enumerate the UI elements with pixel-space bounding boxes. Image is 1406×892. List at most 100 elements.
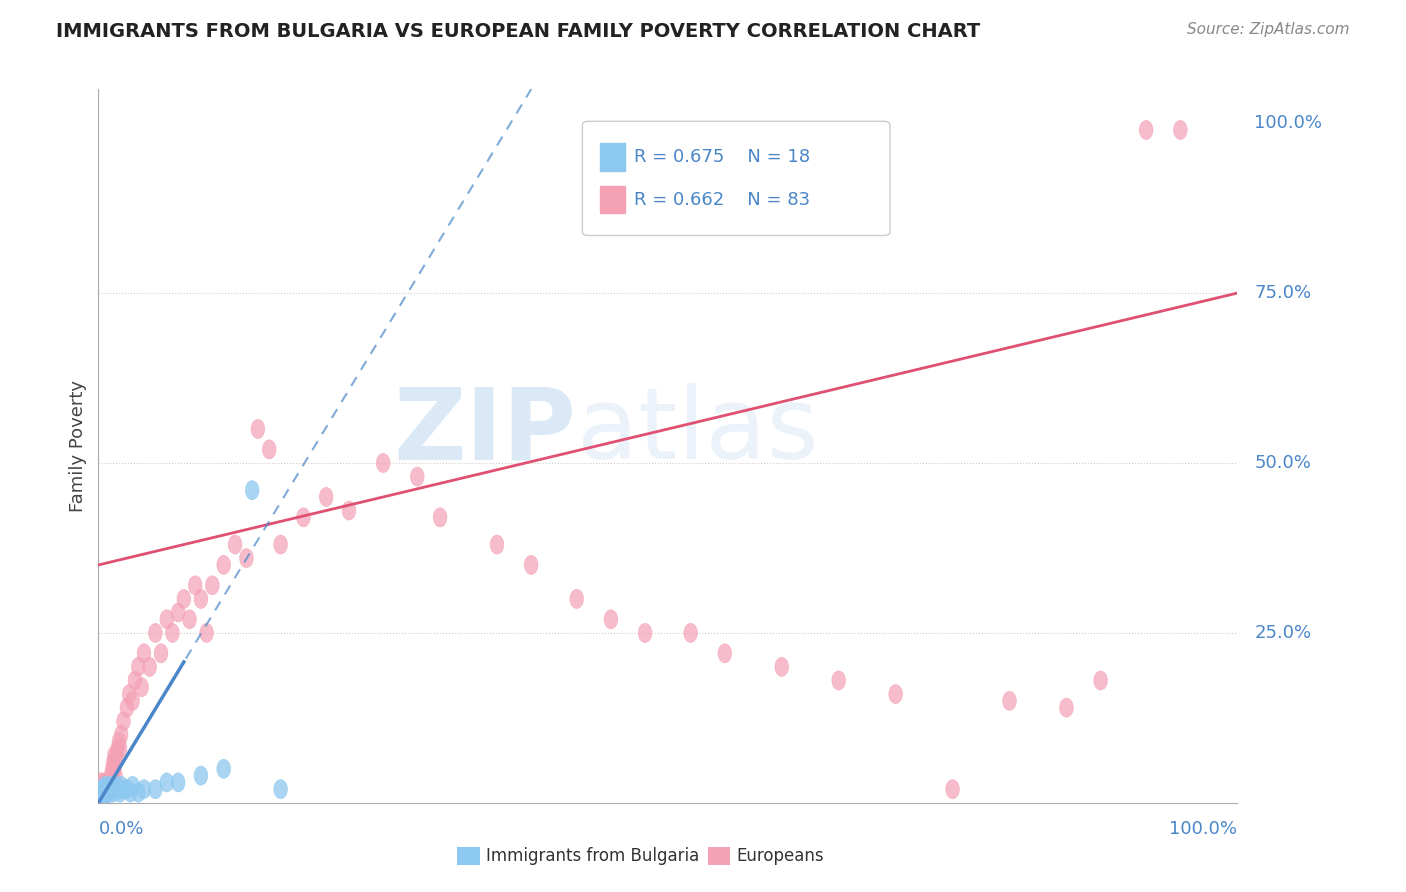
Ellipse shape (683, 624, 697, 642)
Ellipse shape (94, 772, 107, 792)
Ellipse shape (411, 467, 425, 486)
Ellipse shape (155, 644, 167, 663)
Ellipse shape (183, 610, 197, 629)
Text: Europeans: Europeans (737, 847, 824, 865)
Ellipse shape (638, 624, 652, 642)
Ellipse shape (101, 783, 115, 802)
Ellipse shape (128, 671, 142, 690)
Ellipse shape (239, 549, 253, 567)
Text: 0.0%: 0.0% (98, 820, 143, 838)
Ellipse shape (166, 624, 180, 642)
Ellipse shape (96, 780, 110, 798)
Ellipse shape (111, 780, 125, 798)
Text: 50.0%: 50.0% (1254, 454, 1312, 472)
Ellipse shape (107, 766, 120, 785)
Ellipse shape (138, 780, 150, 798)
Ellipse shape (117, 780, 131, 798)
Ellipse shape (93, 787, 107, 805)
Ellipse shape (114, 783, 127, 802)
Ellipse shape (97, 780, 111, 798)
Ellipse shape (319, 487, 333, 507)
Ellipse shape (111, 739, 125, 758)
Ellipse shape (114, 725, 128, 744)
Ellipse shape (101, 772, 115, 792)
Ellipse shape (114, 739, 127, 758)
Text: 100.0%: 100.0% (1254, 114, 1323, 132)
Ellipse shape (775, 657, 789, 676)
Ellipse shape (274, 780, 287, 798)
Ellipse shape (108, 780, 122, 798)
Ellipse shape (114, 776, 128, 796)
Y-axis label: Family Poverty: Family Poverty (69, 380, 87, 512)
Ellipse shape (131, 657, 145, 676)
Ellipse shape (98, 787, 112, 805)
Ellipse shape (205, 576, 219, 595)
Ellipse shape (297, 508, 311, 527)
Ellipse shape (105, 772, 120, 792)
Ellipse shape (342, 501, 356, 520)
Ellipse shape (1139, 120, 1153, 139)
Ellipse shape (1094, 671, 1108, 690)
Ellipse shape (107, 783, 120, 802)
Ellipse shape (194, 590, 208, 608)
Ellipse shape (252, 419, 264, 439)
Ellipse shape (217, 556, 231, 574)
Ellipse shape (96, 787, 110, 805)
Ellipse shape (96, 772, 110, 792)
Ellipse shape (245, 481, 259, 500)
Ellipse shape (100, 780, 114, 798)
Ellipse shape (98, 776, 112, 796)
Ellipse shape (569, 590, 583, 608)
FancyBboxPatch shape (582, 121, 890, 235)
Ellipse shape (107, 753, 120, 772)
Text: 75.0%: 75.0% (1254, 284, 1312, 302)
Ellipse shape (100, 780, 114, 798)
Ellipse shape (125, 691, 139, 710)
Ellipse shape (101, 780, 115, 798)
Bar (707, 847, 731, 865)
Ellipse shape (97, 780, 111, 798)
Ellipse shape (160, 772, 173, 792)
Ellipse shape (149, 780, 162, 798)
Text: IMMIGRANTS FROM BULGARIA VS EUROPEAN FAMILY POVERTY CORRELATION CHART: IMMIGRANTS FROM BULGARIA VS EUROPEAN FAM… (56, 22, 980, 41)
Ellipse shape (200, 624, 214, 642)
Ellipse shape (122, 684, 136, 704)
Ellipse shape (98, 776, 112, 796)
Ellipse shape (100, 772, 114, 792)
Ellipse shape (124, 783, 138, 802)
Text: ZIP: ZIP (394, 384, 576, 480)
Ellipse shape (93, 787, 107, 805)
Ellipse shape (135, 678, 149, 697)
Ellipse shape (110, 780, 124, 798)
Ellipse shape (946, 780, 959, 798)
Ellipse shape (104, 780, 118, 798)
Ellipse shape (93, 780, 107, 798)
Text: R = 0.675    N = 18: R = 0.675 N = 18 (634, 148, 810, 166)
Ellipse shape (228, 535, 242, 554)
Ellipse shape (112, 780, 125, 798)
Ellipse shape (491, 535, 503, 554)
Ellipse shape (433, 508, 447, 527)
Ellipse shape (98, 783, 112, 802)
Ellipse shape (108, 766, 122, 785)
Ellipse shape (97, 787, 111, 805)
Ellipse shape (105, 759, 120, 779)
Ellipse shape (524, 556, 538, 574)
Ellipse shape (94, 780, 107, 798)
Ellipse shape (105, 780, 120, 798)
Ellipse shape (107, 759, 121, 779)
Bar (599, 186, 624, 213)
Text: Source: ZipAtlas.com: Source: ZipAtlas.com (1187, 22, 1350, 37)
Text: 25.0%: 25.0% (1254, 624, 1312, 642)
Ellipse shape (96, 780, 110, 798)
Ellipse shape (96, 780, 108, 798)
Ellipse shape (263, 440, 276, 458)
Ellipse shape (94, 783, 107, 802)
Ellipse shape (138, 644, 150, 663)
Ellipse shape (177, 590, 191, 608)
Ellipse shape (217, 759, 231, 779)
Ellipse shape (274, 535, 287, 554)
Ellipse shape (149, 624, 162, 642)
Ellipse shape (107, 746, 121, 764)
Ellipse shape (1060, 698, 1073, 717)
